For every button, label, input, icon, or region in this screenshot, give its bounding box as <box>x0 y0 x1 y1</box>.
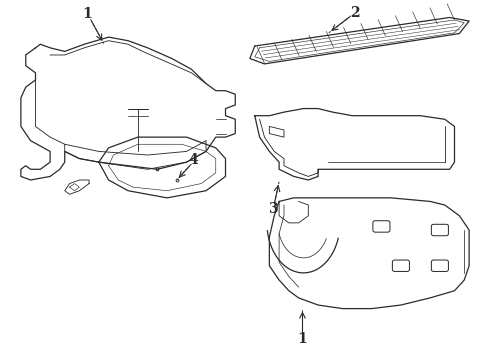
Text: 4: 4 <box>188 153 198 167</box>
Text: 3: 3 <box>269 202 278 216</box>
Text: 2: 2 <box>350 6 360 20</box>
Text: 1: 1 <box>82 7 92 21</box>
Text: 1: 1 <box>297 332 307 346</box>
